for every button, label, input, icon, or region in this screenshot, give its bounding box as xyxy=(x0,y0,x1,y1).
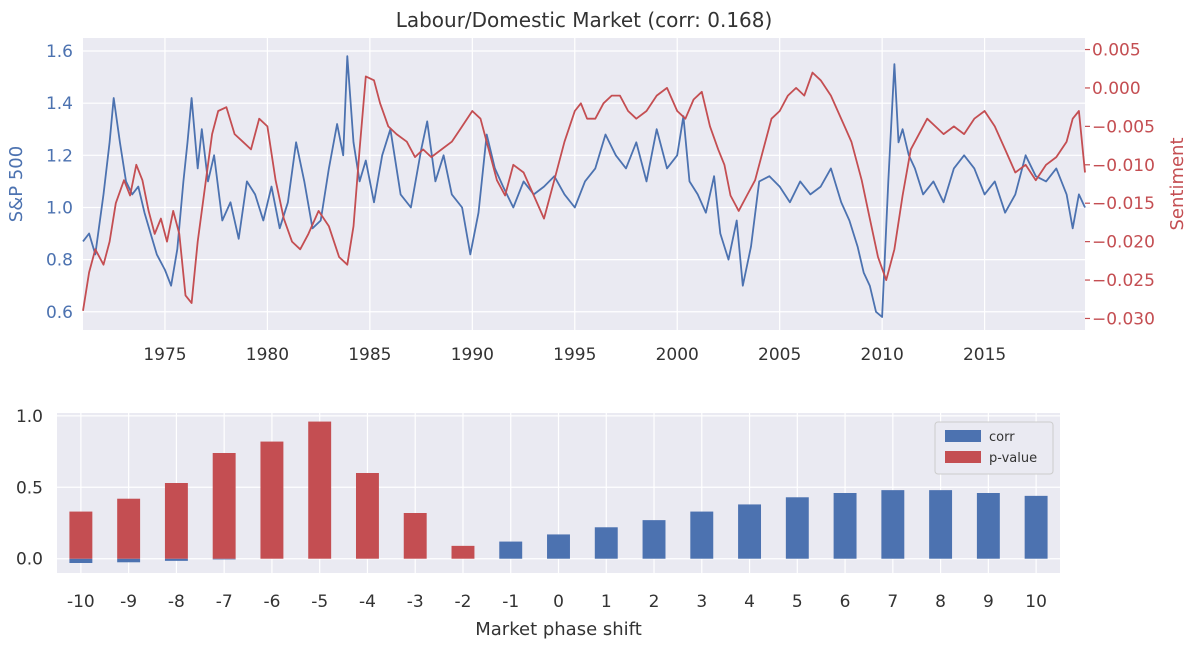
bottom-y-tick-label: 0.5 xyxy=(16,478,43,498)
bottom-x-tick-label: 5 xyxy=(792,592,803,612)
corr-bar xyxy=(785,497,809,559)
legend-swatch-corr xyxy=(945,430,981,442)
bottom-x-tick-label: 4 xyxy=(744,592,755,612)
top-right-tick-label: 0.005 xyxy=(1092,41,1141,61)
bottom-x-tick-label: -10 xyxy=(67,592,95,612)
bottom-x-tick-label: -5 xyxy=(311,592,328,612)
top-x-tick-label: 2015 xyxy=(963,345,1006,365)
bottom-x-ticks: -10 -9 -8 -7 -6 -5 -4 -3 -2 -1 0 1 2 3 4 5 6 7 8 9 10 xyxy=(67,592,1047,612)
corr-bar xyxy=(738,504,762,559)
bottom-x-tick-label: -2 xyxy=(454,592,471,612)
bottom-x-tick-label: -6 xyxy=(263,592,280,612)
bottom-x-tick-label: -3 xyxy=(407,592,424,612)
bottom-x-tick-label: -8 xyxy=(168,592,185,612)
top-left-tick-label: 1.2 xyxy=(46,146,73,166)
p-value-bar xyxy=(355,473,379,559)
bottom-bars xyxy=(69,421,1048,563)
p-value-bar xyxy=(403,513,427,559)
bottom-x-tick-label: 3 xyxy=(696,592,707,612)
top-right-tick-label: −0.020 xyxy=(1092,233,1155,253)
top-left-ticks: 0.6 0.8 1.0 1.2 1.4 1.6 xyxy=(46,42,73,323)
bottom-x-tick-label: 8 xyxy=(935,592,946,612)
top-x-tick-label: 1985 xyxy=(348,345,391,365)
top-chart-title: Labour/Domestic Market (corr: 0.168) xyxy=(396,8,773,32)
top-right-ticks: −0.030 −0.025 −0.020 −0.015 −0.010 −0.005 0.00… xyxy=(1085,41,1155,329)
bottom-x-tick-label: 10 xyxy=(1025,592,1047,612)
top-left-tick-label: 1.6 xyxy=(46,42,73,62)
corr-bar xyxy=(1024,495,1048,559)
top-x-tick-label: 2010 xyxy=(861,345,904,365)
top-x-tick-label: 1990 xyxy=(451,345,494,365)
bottom-x-tick-label: 9 xyxy=(983,592,994,612)
top-right-tick-label: −0.030 xyxy=(1092,309,1155,329)
top-lines xyxy=(82,55,1086,318)
corr-bar xyxy=(212,558,236,560)
top-left-tick-label: 0.6 xyxy=(46,303,73,323)
legend-swatch-p-value xyxy=(945,451,981,463)
corr-bar xyxy=(69,558,93,563)
top-right-tick-label: −0.025 xyxy=(1092,271,1155,291)
bottom-x-tick-label: 0 xyxy=(553,592,564,612)
corr-bar xyxy=(690,511,714,559)
corr-bar xyxy=(547,534,570,559)
corr-bar xyxy=(594,527,618,559)
top-left-axis-label: S&P 500 xyxy=(6,146,27,222)
corr-bar xyxy=(881,490,905,559)
top-x-ticks: 1975 1980 1985 1990 1995 2000 2005 2010 2015 xyxy=(143,345,1006,365)
top-right-axis-label: Sentiment xyxy=(1167,137,1188,230)
top-x-tick-label: 1980 xyxy=(246,345,289,365)
top-x-tick-label: 2000 xyxy=(656,345,699,365)
p-value-bar xyxy=(117,498,141,559)
top-right-tick-label: −0.015 xyxy=(1092,194,1155,214)
bottom-x-tick-label: 1 xyxy=(601,592,612,612)
top-right-tick-label: −0.005 xyxy=(1092,117,1155,137)
corr-bar xyxy=(499,541,523,559)
bottom-y-ticks: 0.0 0.5 1.0 xyxy=(16,407,43,570)
bottom-y-tick-label: 0.0 xyxy=(16,550,43,570)
bottom-x-tick-label: -9 xyxy=(120,592,137,612)
p-value-bar xyxy=(69,511,93,559)
top-left-tick-label: 1.0 xyxy=(46,198,73,218)
bottom-x-axis-label: Market phase shift xyxy=(475,619,642,640)
top-line-chart: 0.60.81.01.21.41.6 −0.030−0.025−0.020−0.… xyxy=(6,8,1188,365)
corr-bar xyxy=(976,493,1000,559)
corr-bar xyxy=(833,493,857,559)
bottom-x-tick-label: -4 xyxy=(359,592,376,612)
corr-bar xyxy=(117,558,141,563)
sp500-series-line xyxy=(82,55,1086,318)
bottom-x-tick-label: 7 xyxy=(887,592,898,612)
p-value-bar xyxy=(451,545,475,559)
top-right-tick-label: −0.010 xyxy=(1092,156,1155,176)
sentiment-series-line xyxy=(82,71,1086,311)
bottom-x-tick-label: -7 xyxy=(216,592,233,612)
top-x-tick-label: 1995 xyxy=(553,345,596,365)
corr-bar xyxy=(929,490,953,559)
top-x-tick-label: 1975 xyxy=(143,345,186,365)
top-right-tick-label: 0.000 xyxy=(1092,79,1141,99)
bottom-bar-chart: 0.00.51.0 -10 -9 -8 -7 -6 -5 -4 -3 -2 -1 0 1 2 3 4 5 6 7 8… xyxy=(16,407,1060,640)
chart-legend: corr p-value xyxy=(934,421,1054,475)
legend-label-corr: corr xyxy=(989,430,1015,445)
p-value-bar xyxy=(212,453,236,559)
top-grid xyxy=(83,38,1085,330)
bottom-x-tick-label: -1 xyxy=(502,592,519,612)
p-value-bar xyxy=(164,483,188,559)
bottom-y-tick-label: 1.0 xyxy=(16,407,43,427)
corr-bar xyxy=(164,558,188,561)
corr-bar xyxy=(642,520,666,559)
bottom-x-tick-label: 6 xyxy=(840,592,851,612)
top-left-tick-label: 0.8 xyxy=(46,251,73,271)
bottom-x-tick-label: 2 xyxy=(649,592,660,612)
p-value-bar xyxy=(260,441,284,559)
p-value-bar xyxy=(308,421,332,559)
top-left-tick-label: 1.4 xyxy=(46,94,73,114)
legend-label-p-value: p-value xyxy=(989,451,1037,466)
top-x-tick-label: 2005 xyxy=(758,345,801,365)
